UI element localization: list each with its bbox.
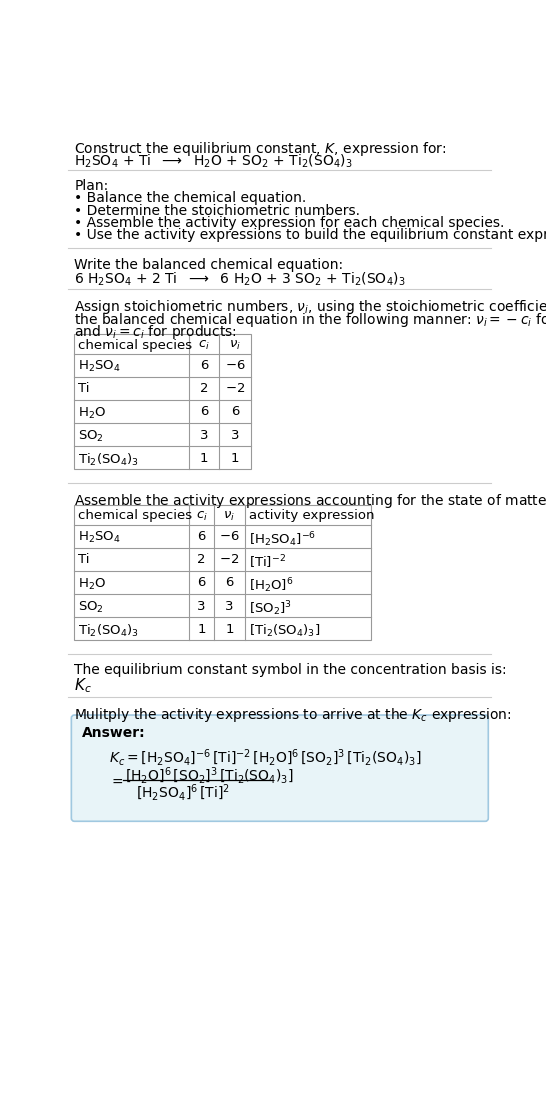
Text: • Use the activity expressions to build the equilibrium constant expression.: • Use the activity expressions to build … bbox=[74, 228, 546, 243]
Text: Plan:: Plan: bbox=[74, 179, 109, 193]
Text: $-6$: $-6$ bbox=[219, 530, 240, 544]
Text: The equilibrium constant symbol in the concentration basis is:: The equilibrium constant symbol in the c… bbox=[74, 664, 507, 677]
Text: 6: 6 bbox=[231, 405, 239, 419]
Text: activity expression: activity expression bbox=[249, 509, 375, 522]
Text: Assemble the activity expressions accounting for the state of matter and $\nu_i$: Assemble the activity expressions accoun… bbox=[74, 492, 546, 510]
Text: $=$: $=$ bbox=[109, 773, 124, 788]
Text: 1: 1 bbox=[200, 451, 208, 465]
Text: $[\mathrm{H_2SO_4}]^{-6}$: $[\mathrm{H_2SO_4}]^{-6}$ bbox=[249, 530, 316, 549]
Text: $\mathrm{H_2SO_4}$ + Ti  $\longrightarrow$  $\mathrm{H_2O}$ + $\mathrm{SO_2}$ + : $\mathrm{H_2SO_4}$ + Ti $\longrightarrow… bbox=[74, 153, 353, 170]
Text: • Assemble the activity expression for each chemical species.: • Assemble the activity expression for e… bbox=[74, 216, 505, 231]
Text: • Determine the stoichiometric numbers.: • Determine the stoichiometric numbers. bbox=[74, 204, 360, 217]
Text: $[\mathrm{Ti}]^{-2}$: $[\mathrm{Ti}]^{-2}$ bbox=[249, 554, 286, 570]
Text: Construct the equilibrium constant, $K$, expression for:: Construct the equilibrium constant, $K$,… bbox=[74, 140, 447, 158]
Text: $\mathrm{Ti_2(SO_4)_3}$: $\mathrm{Ti_2(SO_4)_3}$ bbox=[78, 451, 139, 468]
Text: $[\mathrm{H_2O}]^{6}$: $[\mathrm{H_2O}]^{6}$ bbox=[249, 576, 293, 595]
Text: $-2$: $-2$ bbox=[219, 554, 240, 566]
Text: $[\mathrm{H_2SO_4}]^{6}\,[\mathrm{Ti}]^{2}$: $[\mathrm{H_2SO_4}]^{6}\,[\mathrm{Ti}]^{… bbox=[136, 783, 230, 803]
Text: chemical species: chemical species bbox=[78, 339, 192, 352]
Text: $\mathrm{SO_2}$: $\mathrm{SO_2}$ bbox=[78, 429, 104, 443]
Text: $\mathrm{SO_2}$: $\mathrm{SO_2}$ bbox=[78, 599, 104, 615]
Text: Mulitply the activity expressions to arrive at the $K_c$ expression:: Mulitply the activity expressions to arr… bbox=[74, 706, 512, 724]
Text: Assign stoichiometric numbers, $\nu_i$, using the stoichiometric coefficients, $: Assign stoichiometric numbers, $\nu_i$, … bbox=[74, 299, 546, 316]
Text: Ti: Ti bbox=[78, 554, 90, 566]
Text: $[\mathrm{H_2O}]^{6}\,[\mathrm{SO_2}]^{3}\,[\mathrm{Ti_2(SO_4)_3}]$: $[\mathrm{H_2O}]^{6}\,[\mathrm{SO_2}]^{3… bbox=[125, 765, 294, 786]
Text: $\nu_i$: $\nu_i$ bbox=[223, 509, 235, 522]
Text: 1: 1 bbox=[225, 623, 234, 636]
Text: $[\mathrm{Ti_2(SO_4)_3}]$: $[\mathrm{Ti_2(SO_4)_3}]$ bbox=[249, 623, 320, 638]
Text: 2: 2 bbox=[197, 554, 206, 566]
Text: • Balance the chemical equation.: • Balance the chemical equation. bbox=[74, 192, 307, 205]
Text: 3: 3 bbox=[230, 429, 239, 441]
Text: $-2$: $-2$ bbox=[225, 382, 245, 395]
Text: $\mathrm{H_2SO_4}$: $\mathrm{H_2SO_4}$ bbox=[78, 530, 121, 546]
Text: the balanced chemical equation in the following manner: $\nu_i = -c_i$ for react: the balanced chemical equation in the fo… bbox=[74, 311, 546, 329]
Text: 6: 6 bbox=[197, 576, 206, 589]
Text: 2: 2 bbox=[200, 382, 208, 395]
Text: 6: 6 bbox=[225, 576, 234, 589]
Text: 6: 6 bbox=[197, 530, 206, 544]
Text: $[\mathrm{SO_2}]^{3}$: $[\mathrm{SO_2}]^{3}$ bbox=[249, 599, 292, 618]
FancyBboxPatch shape bbox=[72, 715, 488, 821]
Text: $-6$: $-6$ bbox=[224, 360, 245, 372]
Text: Write the balanced chemical equation:: Write the balanced chemical equation: bbox=[74, 257, 343, 272]
Text: $\mathrm{H_2O}$: $\mathrm{H_2O}$ bbox=[78, 405, 106, 421]
Text: $c_i$: $c_i$ bbox=[198, 339, 210, 352]
Text: 1: 1 bbox=[197, 623, 206, 636]
Text: chemical species: chemical species bbox=[78, 509, 192, 522]
Text: $K_c = [\mathrm{H_2SO_4}]^{-6}\,[\mathrm{Ti}]^{-2}\,[\mathrm{H_2O}]^{6}\,[\mathr: $K_c = [\mathrm{H_2SO_4}]^{-6}\,[\mathrm… bbox=[109, 747, 422, 768]
Text: $K_c$: $K_c$ bbox=[74, 676, 92, 695]
Text: $\nu_i$: $\nu_i$ bbox=[229, 339, 241, 352]
Text: 6: 6 bbox=[200, 360, 208, 372]
Text: 6: 6 bbox=[200, 405, 208, 419]
Text: Answer:: Answer: bbox=[82, 726, 146, 740]
Text: 3: 3 bbox=[200, 429, 208, 441]
Text: $\mathrm{H_2SO_4}$: $\mathrm{H_2SO_4}$ bbox=[78, 360, 121, 374]
Text: and $\nu_i = c_i$ for products:: and $\nu_i = c_i$ for products: bbox=[74, 323, 238, 341]
Text: 3: 3 bbox=[197, 599, 206, 613]
Text: 6 $\mathrm{H_2SO_4}$ + 2 Ti  $\longrightarrow$  6 $\mathrm{H_2O}$ + 3 $\mathrm{S: 6 $\mathrm{H_2SO_4}$ + 2 Ti $\longrighta… bbox=[74, 271, 406, 289]
Text: 1: 1 bbox=[230, 451, 239, 465]
Text: 3: 3 bbox=[225, 599, 234, 613]
Text: $\mathrm{Ti_2(SO_4)_3}$: $\mathrm{Ti_2(SO_4)_3}$ bbox=[78, 623, 139, 638]
Text: $\mathrm{H_2O}$: $\mathrm{H_2O}$ bbox=[78, 576, 106, 592]
Bar bbox=[74, 505, 371, 641]
Text: Ti: Ti bbox=[78, 382, 90, 395]
Text: $c_i$: $c_i$ bbox=[195, 509, 207, 522]
Bar bbox=[74, 334, 251, 469]
